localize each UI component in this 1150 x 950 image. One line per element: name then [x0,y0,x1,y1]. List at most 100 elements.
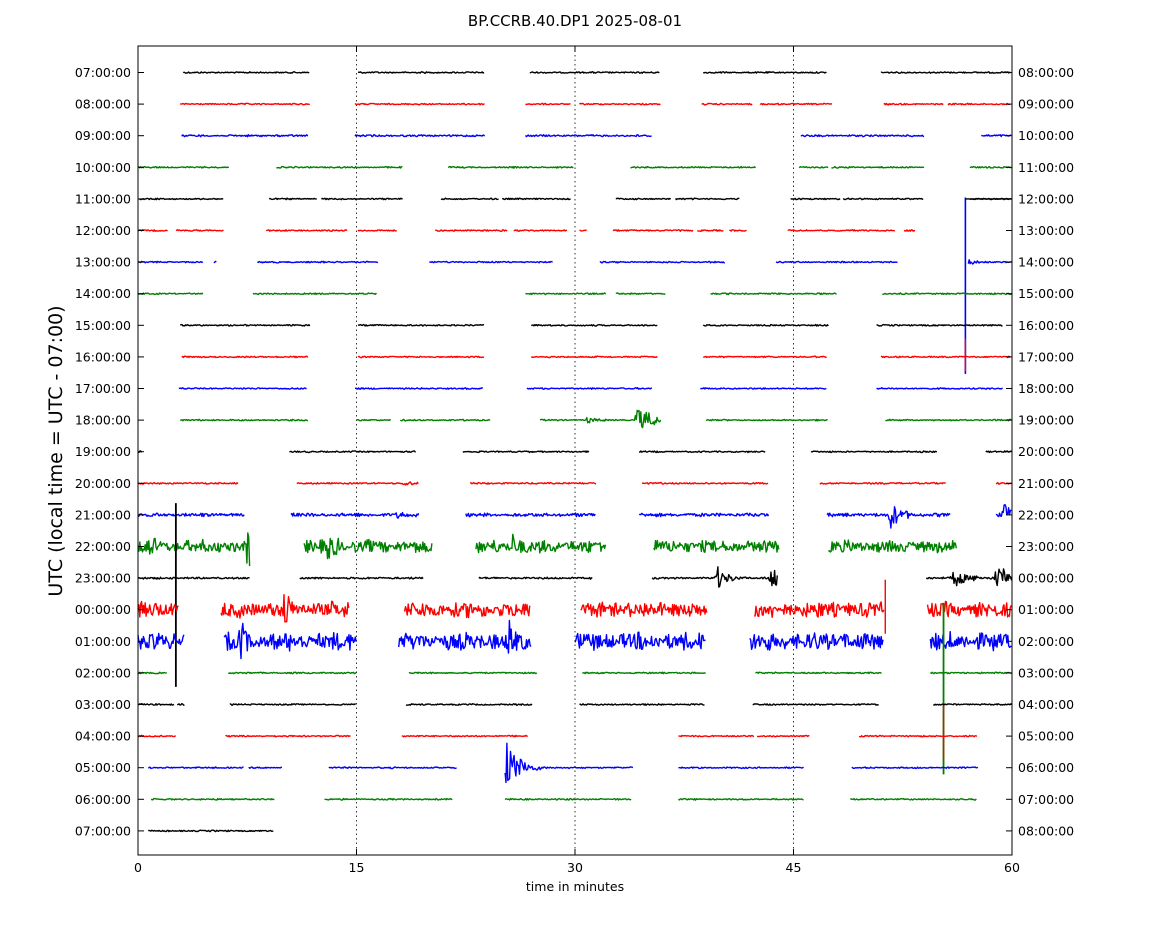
trace-segment [641,481,769,485]
y-tick-label-right: 17:00:00 [1018,349,1074,364]
y-tick-label-right: 16:00:00 [1018,318,1074,333]
trace-segment [674,197,740,201]
trace-segment [701,102,753,106]
y-tick-label-right: 03:00:00 [1018,665,1074,680]
trace-segment [929,631,1012,652]
trace-segment [175,229,224,232]
trace-segment [925,568,1013,587]
trace-row [137,229,916,232]
trace-row [180,409,1012,429]
trace-segment [398,619,532,654]
trace-segment [710,292,837,296]
trace-segment [176,703,185,706]
y-tick-label-left: 21:00:00 [75,507,131,522]
trace-segment [276,165,403,169]
y-tick-label-right: 20:00:00 [1018,444,1074,459]
x-tick-label: 0 [134,860,142,875]
trace-segment [903,229,916,232]
y-tick-label-right: 06:00:00 [1018,760,1074,775]
trace-segment [289,450,417,454]
trace-row [137,259,1012,265]
trace-segment [574,631,706,651]
y-tick-label-right: 08:00:00 [1018,65,1074,80]
y-tick-label-left: 06:00:00 [75,792,131,807]
trace-segment [995,481,1012,485]
trace-segment [139,197,224,201]
trace-segment [995,503,1012,518]
trace-segment [137,229,168,232]
trace-segment [137,600,179,618]
trace-segment [296,481,419,486]
y-tick-label-left: 01:00:00 [75,634,131,649]
trace-segment [752,703,879,706]
trace-segment [137,481,239,485]
y-tick-label-left: 07:00:00 [75,823,131,838]
y-tick-label-right: 01:00:00 [1018,602,1074,617]
y-tick-label-left: 15:00:00 [75,318,131,333]
y-tick-label-right: 04:00:00 [1018,697,1074,712]
trace-segment [401,734,528,738]
trace-segment [223,622,357,660]
trace-segment [354,387,484,390]
y-tick-label-left: 19:00:00 [75,444,131,459]
y-tick-label-left: 16:00:00 [75,349,131,364]
trace-segment [178,387,307,390]
chart-title: BP.CCRB.40.DP1 2025-08-01 [468,12,682,30]
y-tick-label-left: 04:00:00 [75,729,131,744]
trace-row [137,706,978,761]
trace-segment [678,798,804,801]
y-tick-label-left: 11:00:00 [75,191,131,206]
trace-segment [579,703,705,706]
trace-segment [882,292,1013,296]
trace-segment [933,703,1012,706]
y-tick-label-left: 20:00:00 [75,476,131,491]
trace-segment [876,387,1004,390]
trace-segment [257,260,379,264]
trace-segment [876,323,1003,327]
trace-row [138,165,1012,169]
trace-segment [638,512,770,518]
trace-segment [531,323,658,327]
y-tick-label-right: 07:00:00 [1018,792,1074,807]
x-tick-label: 45 [786,860,802,875]
trace-segment [357,71,485,74]
trace-segment [880,71,1011,74]
y-tick-label-left: 17:00:00 [75,381,131,396]
trace-segment [678,766,804,770]
y-tick-label-left: 00:00:00 [75,602,131,617]
y-tick-label-right: 14:00:00 [1018,255,1074,270]
y-tick-label-left: 12:00:00 [75,223,131,238]
trace-segment [400,418,491,422]
trace-segment [405,703,533,706]
trace-segment [252,292,377,296]
trace-row [137,450,1013,454]
y-tick-label-right: 23:00:00 [1018,539,1074,554]
trace-row [137,532,957,567]
trace-segment [320,197,403,201]
trace-row [182,71,1011,74]
trace-row [147,742,979,784]
trace-segment [678,734,755,738]
y-tick-label-left: 10:00:00 [75,160,131,175]
y-tick-label-right: 09:00:00 [1018,97,1074,112]
trace-segment [883,102,944,106]
trace-segment [357,355,485,359]
trace-segment [826,506,951,529]
trace-segment [697,229,724,232]
y-tick-label-right: 13:00:00 [1018,223,1074,238]
trace-segment [469,481,597,485]
trace-segment [513,229,568,232]
trace-segment [800,134,925,138]
y-tick-label-left: 22:00:00 [75,539,131,554]
trace-segment [181,134,309,138]
trace-segment [947,102,1011,106]
trace-segment [702,323,829,327]
trace-segment [539,409,662,429]
trace-segment [702,71,827,74]
trace-segment [354,134,486,138]
trace-segment [580,601,708,618]
trace-segment [653,539,780,553]
trace-segment [137,734,176,738]
trace-row [148,829,274,833]
